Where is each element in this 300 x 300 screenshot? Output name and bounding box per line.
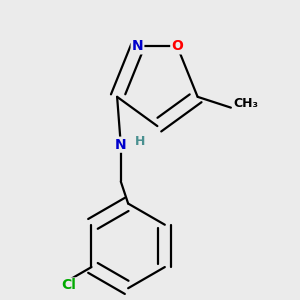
Text: O: O — [171, 39, 183, 53]
Text: N: N — [115, 138, 127, 152]
Text: CH₃: CH₃ — [233, 98, 258, 110]
Text: N: N — [132, 39, 143, 53]
Text: H: H — [135, 135, 145, 148]
Text: Cl: Cl — [61, 278, 76, 292]
